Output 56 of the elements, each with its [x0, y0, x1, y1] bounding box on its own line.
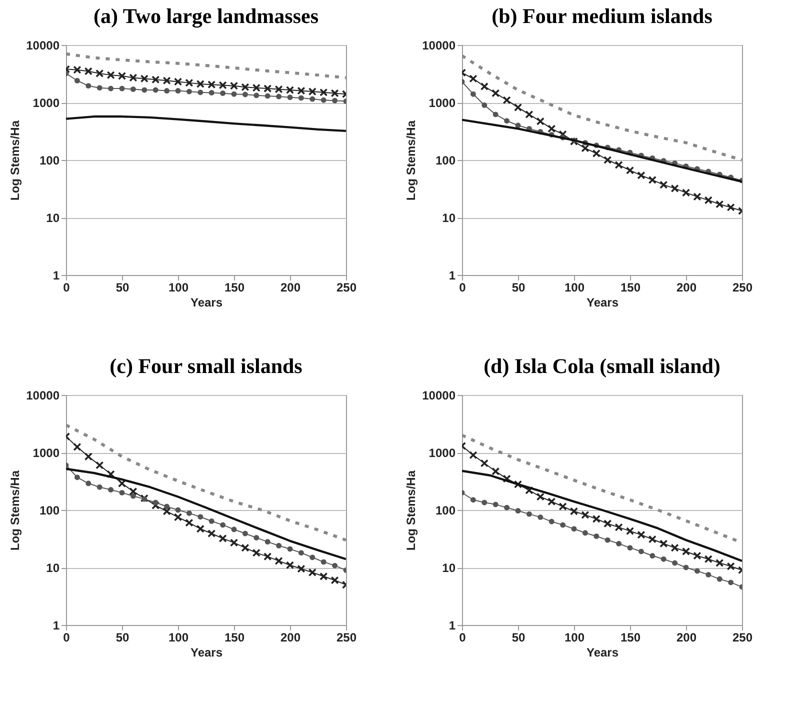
y-tick-label: 1	[448, 618, 456, 632]
y-axis-title: Log Stems/Ha	[404, 120, 418, 201]
x-tick-label: 100	[564, 630, 585, 644]
x-tick-label: 0	[63, 630, 70, 644]
y-tick-label: 10	[46, 211, 60, 225]
x-tick-label: 150	[224, 630, 245, 644]
x-tick-label: 250	[732, 280, 753, 294]
y-tick-label: 100	[39, 504, 60, 518]
y-tick-label: 100	[435, 504, 456, 518]
y-axis-title: Log Stems/Ha	[404, 470, 418, 551]
y-tick-label: 10	[442, 211, 456, 225]
y-tick-label: 10	[442, 561, 456, 575]
y-tick-label: 10000	[422, 38, 456, 52]
y-tick-label: 1	[52, 268, 60, 282]
y-tick-label: 1000	[32, 96, 60, 110]
y-axis-title: Log Stems/Ha	[8, 120, 22, 201]
y-tick-label: 1	[448, 268, 456, 282]
x-tick-label: 50	[512, 280, 526, 294]
y-tick-label: 1000	[32, 446, 60, 460]
x-axis-title: Years	[586, 646, 619, 660]
x-axis-title: Years	[586, 296, 619, 310]
y-tick-label: 1000	[428, 96, 456, 110]
y-tick-label: 10	[46, 561, 60, 575]
x-tick-label: 50	[116, 630, 130, 644]
x-tick-label: 250	[336, 630, 357, 644]
x-tick-label: 250	[336, 280, 357, 294]
x-tick-label: 100	[564, 280, 585, 294]
x-tick-label: 200	[280, 280, 301, 294]
y-tick-label: 10000	[422, 388, 456, 402]
y-tick-label: 1000	[428, 446, 456, 460]
chart-title: (b) Four medium islands	[492, 4, 712, 28]
chart-title: (d) Isla Cola (small island)	[484, 354, 720, 378]
x-tick-label: 150	[224, 280, 245, 294]
x-tick-label: 100	[168, 630, 189, 644]
x-tick-label: 50	[116, 280, 130, 294]
y-tick-label: 10000	[26, 38, 60, 52]
x-tick-label: 100	[168, 280, 189, 294]
y-tick-label: 100	[435, 154, 456, 168]
x-tick-label: 0	[459, 280, 466, 294]
x-tick-label: 0	[459, 630, 466, 644]
x-tick-label: 200	[280, 630, 301, 644]
x-axis-title: Years	[190, 296, 223, 310]
x-tick-label: 200	[676, 630, 697, 644]
x-tick-label: 200	[676, 280, 697, 294]
y-tick-label: 100	[39, 154, 60, 168]
chart-title: (a) Two large landmasses	[94, 4, 318, 28]
y-axis-title: Log Stems/Ha	[8, 470, 22, 551]
x-tick-label: 150	[620, 630, 641, 644]
y-tick-label: 10000	[26, 388, 60, 402]
x-tick-label: 150	[620, 280, 641, 294]
x-axis-title: Years	[190, 646, 223, 660]
chart-title: (c) Four small islands	[110, 354, 302, 378]
x-tick-label: 0	[63, 280, 70, 294]
x-tick-label: 250	[732, 630, 753, 644]
y-tick-label: 1	[52, 618, 60, 632]
x-tick-label: 50	[512, 630, 526, 644]
